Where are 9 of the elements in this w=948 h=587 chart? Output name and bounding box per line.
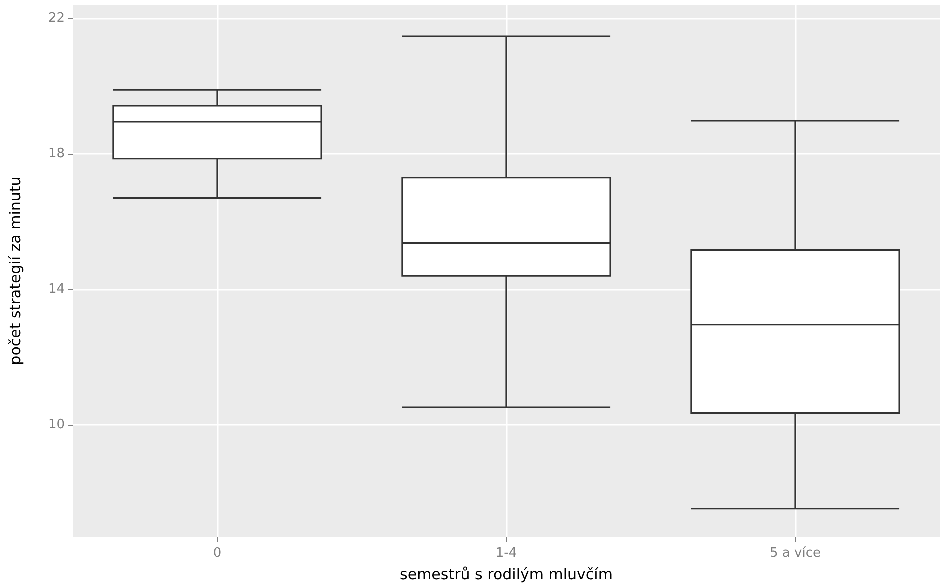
y-tick-label: 10 [48, 418, 65, 433]
x-tick-label: 0 [213, 546, 222, 561]
x-tick-label: 1-4 [496, 546, 518, 561]
y-axis-title: počet strategií za minutu [6, 176, 24, 366]
x-axis-title: semestrů s rodilým mluvčím [400, 566, 613, 584]
y-tick-label: 18 [48, 146, 65, 162]
x-tick-label: 5 a více [770, 546, 821, 561]
y-tick-label: 22 [48, 11, 65, 26]
y-tick-label: 14 [48, 282, 65, 298]
